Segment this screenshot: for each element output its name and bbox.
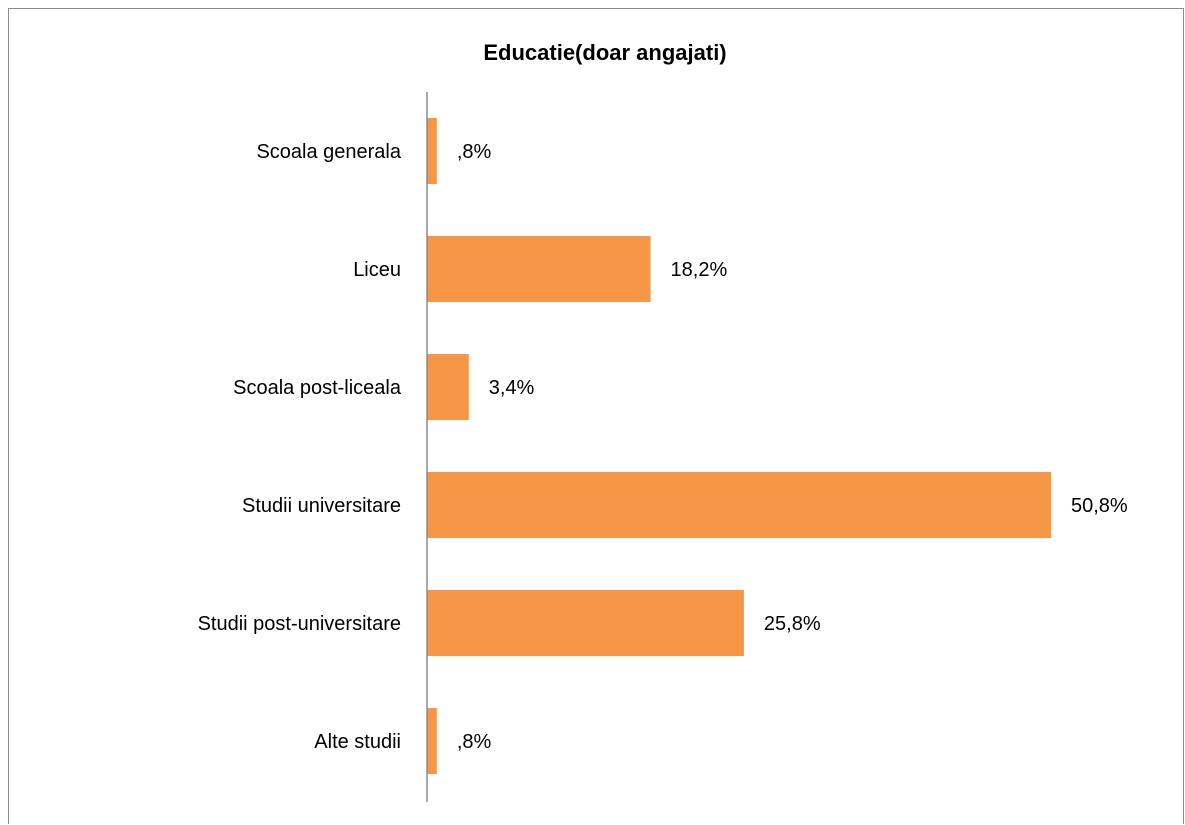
value-label: 50,8%: [1071, 495, 1128, 517]
category-label: Studii post-universitare: [198, 613, 401, 635]
bar-2: [427, 354, 469, 420]
bar-5: [427, 708, 437, 774]
category-label: Scoala post-liceala: [233, 377, 402, 399]
bar-4: [427, 590, 744, 656]
value-label: 3,4%: [489, 377, 535, 399]
value-label: ,8%: [457, 731, 492, 753]
category-label: Studii universitare: [242, 495, 401, 517]
chart-title: Educatie(doar angajati): [483, 40, 726, 65]
bars-layer: Scoala generala ,8% Liceu 18,2% Scoala post-…: [198, 118, 1128, 774]
value-label: ,8%: [457, 141, 492, 163]
category-label: Liceu: [353, 259, 401, 281]
category-label: Scoala generala: [256, 141, 401, 163]
bar-0: [427, 118, 437, 184]
category-label: Alte studii: [314, 731, 401, 753]
value-label: 25,8%: [764, 613, 821, 635]
chart-frame: [8, 8, 1184, 824]
value-label: 18,2%: [671, 259, 728, 281]
bar-3: [427, 472, 1051, 538]
bar-1: [427, 236, 651, 302]
